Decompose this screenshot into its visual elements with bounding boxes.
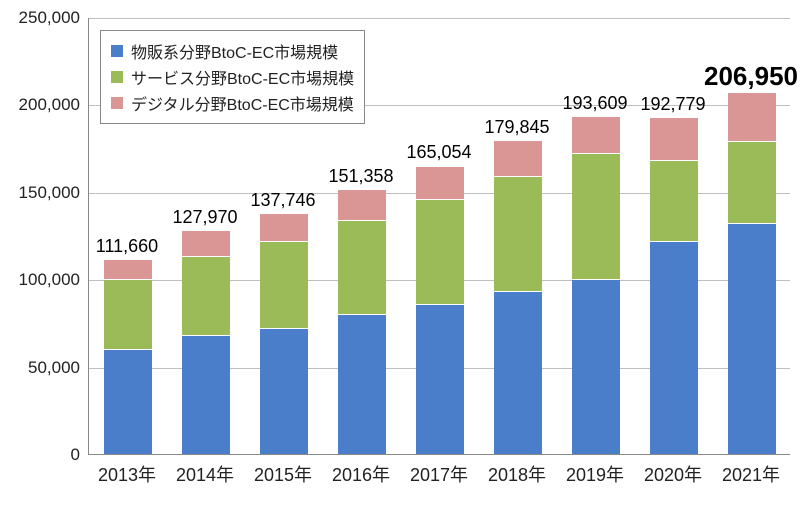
legend-item: サービス分野BtoC-EC市場規模	[111, 65, 354, 89]
bar-segment-buppan	[572, 279, 620, 454]
bar-total-label: 127,970	[172, 207, 237, 228]
x-tick-label: 2017年	[410, 461, 468, 487]
bar-segment-service	[650, 160, 698, 240]
legend: 物販系分野BtoC-EC市場規模サービス分野BtoC-EC市場規模デジタル分野B…	[100, 30, 365, 124]
x-tick-label: 2018年	[488, 461, 546, 487]
bar-segment-service	[338, 220, 386, 314]
x-tick-label: 2021年	[722, 461, 780, 487]
legend-item: 物販系分野BtoC-EC市場規模	[111, 39, 354, 63]
ec-market-stacked-bar-chart: 物販系分野BtoC-EC市場規模サービス分野BtoC-EC市場規模デジタル分野B…	[0, 0, 800, 505]
y-tick-label: 0	[71, 445, 80, 465]
bar-segment-digital	[338, 189, 386, 219]
legend-swatch	[111, 45, 123, 57]
legend-label: 物販系分野BtoC-EC市場規模	[131, 39, 338, 63]
y-tick-label: 100,000	[19, 270, 80, 290]
bar-total-label: 192,779	[640, 94, 705, 115]
x-tick-label: 2014年	[176, 461, 234, 487]
bar-segment-buppan	[416, 304, 464, 454]
bar-segment-service	[260, 241, 308, 328]
legend-label: デジタル分野BtoC-EC市場規模	[131, 91, 354, 115]
bar-segment-service	[494, 176, 542, 291]
bar-segment-buppan	[650, 241, 698, 454]
bar-segment-buppan	[494, 291, 542, 454]
bar-segment-service	[728, 141, 776, 223]
bar-total-label: 111,660	[96, 236, 158, 257]
bar-segment-service	[572, 153, 620, 279]
bar-total-label: 206,950	[704, 61, 798, 92]
bar-segment-service	[182, 256, 230, 335]
bar-segment-digital	[572, 116, 620, 154]
y-tick-label: 150,000	[19, 183, 80, 203]
bar-segment-digital	[182, 230, 230, 256]
bar-segment-digital	[494, 140, 542, 176]
y-tick-label: 200,000	[19, 95, 80, 115]
y-tick-label: 250,000	[19, 8, 80, 28]
x-tick-label: 2016年	[332, 461, 390, 487]
x-tick-label: 2020年	[644, 461, 702, 487]
x-tick-label: 2013年	[98, 461, 156, 487]
bar-total-label: 137,746	[250, 190, 315, 211]
bar-total-label: 179,845	[484, 117, 549, 138]
bar-segment-buppan	[182, 335, 230, 454]
y-tick-label: 50,000	[28, 358, 80, 378]
bar-segment-buppan	[104, 349, 152, 454]
x-tick-label: 2015年	[254, 461, 312, 487]
bar-total-label: 165,054	[406, 142, 471, 163]
legend-swatch	[111, 97, 123, 109]
bar-segment-digital	[104, 259, 152, 279]
gridline	[89, 18, 790, 19]
bar-segment-buppan	[260, 328, 308, 454]
bar-segment-digital	[650, 117, 698, 160]
legend-label: サービス分野BtoC-EC市場規模	[131, 65, 354, 89]
bar-segment-buppan	[338, 314, 386, 454]
legend-item: デジタル分野BtoC-EC市場規模	[111, 91, 354, 115]
bar-segment-digital	[416, 166, 464, 199]
bar-segment-digital	[260, 213, 308, 241]
x-tick-label: 2019年	[566, 461, 624, 487]
bar-total-label: 151,358	[328, 166, 393, 187]
legend-swatch	[111, 71, 123, 83]
bar-segment-service	[104, 279, 152, 349]
bar-segment-service	[416, 199, 464, 304]
bar-segment-digital	[728, 92, 776, 141]
bar-total-label: 193,609	[562, 93, 627, 114]
bar-segment-buppan	[728, 223, 776, 454]
